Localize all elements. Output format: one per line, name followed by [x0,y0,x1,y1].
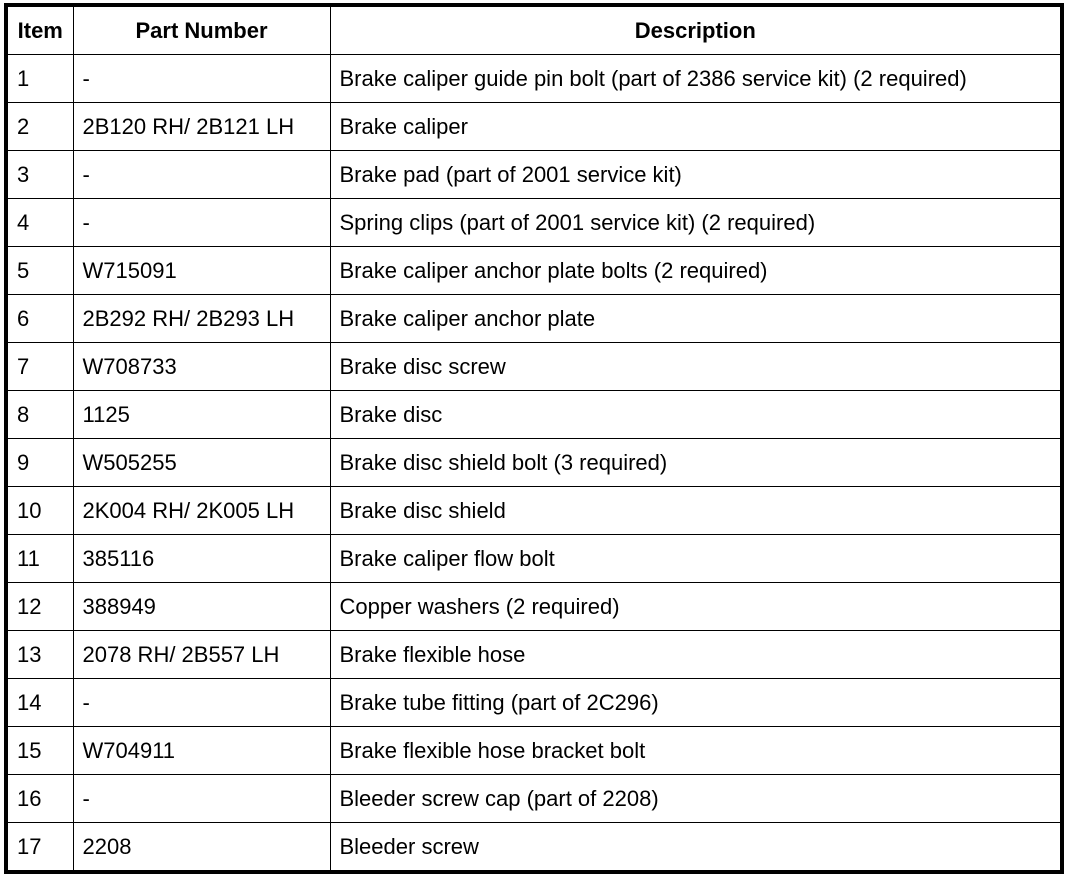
table-row: 11 385116 Brake caliper flow bolt [5,534,1063,583]
description-cell: Brake disc screw [329,342,1063,391]
table-row: 3- Brake pad (part of 2001 service kit) [5,150,1063,199]
item-cell: 14 [5,678,74,727]
part-number-cell: - [72,150,331,199]
part-number-cell: W708733 [72,342,331,391]
description-cell: Brake caliper flow bolt [329,534,1063,583]
item-cell: 16 [5,774,74,823]
part-number-cell: 388949 [72,582,331,631]
description-cell: Brake caliper [329,102,1063,151]
header-description: Description [329,4,1063,55]
part-number-cell: - [72,54,331,103]
table-row: 5 W715091 Brake caliper anchor plate bolts… [5,246,1063,295]
item-cell: 3 [5,150,74,199]
table-row: 7 W708733 Brake disc screw [5,342,1063,391]
table-row: 14- Brake tube fitting (part of 2C296) [5,678,1063,727]
part-number-cell: 2078 RH/ 2B557 LH [72,630,331,679]
description-cell: Brake caliper anchor plate [329,294,1063,343]
description-cell: Brake disc shield [329,486,1063,535]
table-row: 1- Brake caliper guide pin bolt (part of … [5,54,1063,103]
description-cell: Brake tube fitting (part of 2C296) [329,678,1063,727]
item-cell: 1 [5,54,74,103]
item-cell: 2 [5,102,74,151]
table-row: 8 1125 Brake disc [5,390,1063,439]
item-cell: 11 [5,534,74,583]
item-cell: 9 [5,438,74,487]
description-cell: Spring clips (part of 2001 service kit) … [329,198,1063,247]
part-number-cell: W704911 [72,726,331,775]
item-cell: 4 [5,198,74,247]
part-number-cell: 2B292 RH/ 2B293 LH [72,294,331,343]
item-cell: 5 [5,246,74,295]
description-cell: Bleeder screw [329,822,1063,873]
item-cell: 10 [5,486,74,535]
table-row: 17 2208 Bleeder screw [5,822,1063,873]
table-row: 13 2078 RH/ 2B557 LH Brake flexible hose [5,630,1063,679]
part-number-cell: 2208 [72,822,331,873]
description-cell: Brake disc [329,390,1063,439]
part-number-cell: 2K004 RH/ 2K005 LH [72,486,331,535]
description-cell: Bleeder screw cap (part of 2208) [329,774,1063,823]
header-row: Item Part Number Description [5,4,1063,55]
part-number-cell: - [72,198,331,247]
item-cell: 6 [5,294,74,343]
table-row: 15 W704911 Brake flexible hose bracket bol… [5,726,1063,775]
table-row: 9 W505255 Brake disc shield bolt (3 requir… [5,438,1063,487]
table-row: 12 388949 Copper washers (2 required) [5,582,1063,631]
item-cell: 12 [5,582,74,631]
part-number-cell: 1125 [72,390,331,439]
table-row: 6 2B292 RH/ 2B293 LH Brake caliper anchor … [5,294,1063,343]
description-cell: Brake flexible hose bracket bolt [329,726,1063,775]
item-cell: 13 [5,630,74,679]
item-cell: 15 [5,726,74,775]
description-cell: Brake caliper anchor plate bolts (2 requ… [329,246,1063,295]
description-cell: Brake disc shield bolt (3 required) [329,438,1063,487]
header-item: Item [5,4,74,55]
part-number-cell: 2B120 RH/ 2B121 LH [72,102,331,151]
table-row: 10 2K004 RH/ 2K005 LH Brake disc shield [5,486,1063,535]
description-cell: Brake caliper guide pin bolt (part of 23… [329,54,1063,103]
parts-table: Item Part Number Description 1- Brake cal… [4,3,1064,874]
part-number-cell: - [72,678,331,727]
part-number-cell: W715091 [72,246,331,295]
part-number-cell: W505255 [72,438,331,487]
table-row: 16- Bleeder screw cap (part of 2208) [5,774,1063,823]
table-row: 4- Spring clips (part of 2001 service kit… [5,198,1063,247]
description-cell: Copper washers (2 required) [329,582,1063,631]
header-part-number: Part Number [72,4,331,55]
part-number-cell: 385116 [72,534,331,583]
part-number-cell: - [72,774,331,823]
item-cell: 17 [5,822,74,873]
table-row: 2 2B120 RH/ 2B121 LH Brake caliper [5,102,1063,151]
item-cell: 8 [5,390,74,439]
description-cell: Brake pad (part of 2001 service kit) [329,150,1063,199]
item-cell: 7 [5,342,74,391]
description-cell: Brake flexible hose [329,630,1063,679]
